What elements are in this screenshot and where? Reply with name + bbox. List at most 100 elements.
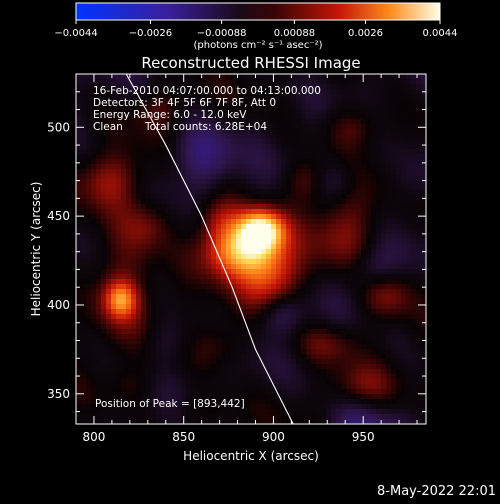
heatmap-cell (371, 244, 376, 249)
heatmap-cell (146, 79, 151, 84)
heatmap-cell (291, 374, 296, 379)
heatmap-cell (321, 319, 326, 324)
heatmap-cell (291, 99, 296, 104)
heatmap-cell (291, 409, 296, 414)
heatmap-cell (246, 164, 251, 169)
heatmap-cell (91, 319, 96, 324)
heatmap-cell (211, 264, 216, 269)
heatmap-cell (226, 154, 231, 159)
heatmap-cell (231, 149, 236, 154)
heatmap-cell (321, 354, 326, 359)
heatmap-cell (296, 139, 301, 144)
heatmap-cell (186, 364, 191, 369)
heatmap-cell (401, 194, 406, 199)
heatmap-cell (166, 339, 171, 344)
heatmap-cell (276, 174, 281, 179)
heatmap-cell (296, 294, 301, 299)
heatmap-cell (291, 399, 296, 404)
heatmap-cell (351, 339, 356, 344)
heatmap-cell (271, 304, 276, 309)
heatmap-cell (411, 404, 416, 409)
heatmap-cell (266, 74, 271, 79)
heatmap-cell (81, 174, 86, 179)
heatmap-cell (166, 374, 171, 379)
heatmap-cell (256, 259, 261, 264)
heatmap-cell (391, 219, 396, 224)
heatmap-cell (91, 144, 96, 149)
heatmap-cell (401, 214, 406, 219)
heatmap-cell (326, 179, 331, 184)
heatmap-cell (181, 314, 186, 319)
heatmap-cell (246, 199, 251, 204)
heatmap-cell (271, 284, 276, 289)
heatmap-cell (276, 314, 281, 319)
heatmap-cell (256, 404, 261, 409)
heatmap-cell (366, 319, 371, 324)
heatmap-cell (296, 124, 301, 129)
heatmap-cell (406, 184, 411, 189)
heatmap-cell (371, 284, 376, 289)
heatmap-cell (216, 209, 221, 214)
heatmap-cell (86, 324, 91, 329)
heatmap-cell (406, 194, 411, 199)
heatmap-cell (101, 149, 106, 154)
heatmap-cell (371, 184, 376, 189)
heatmap-cell (141, 79, 146, 84)
heatmap-cell (241, 174, 246, 179)
heatmap-cell (171, 369, 176, 374)
heatmap-cell (171, 374, 176, 379)
heatmap-cell (321, 224, 326, 229)
heatmap-cell (341, 384, 346, 389)
heatmap-cell (256, 139, 261, 144)
heatmap-cell (156, 319, 161, 324)
heatmap-cell (191, 134, 196, 139)
heatmap-cell (356, 294, 361, 299)
heatmap-cell (81, 219, 86, 224)
heatmap-cell (316, 414, 321, 419)
heatmap-cell (381, 399, 386, 404)
heatmap-cell (386, 364, 391, 369)
heatmap-cell (101, 299, 106, 304)
heatmap-cell (141, 314, 146, 319)
heatmap-cell (151, 274, 156, 279)
heatmap-cell (236, 79, 241, 84)
heatmap-cell (221, 159, 226, 164)
heatmap-cell (406, 249, 411, 254)
heatmap-cell (311, 119, 316, 124)
heatmap-cell (346, 294, 351, 299)
heatmap-cell (321, 254, 326, 259)
heatmap-cell (171, 339, 176, 344)
heatmap-cell (341, 304, 346, 309)
heatmap-cell (76, 84, 81, 89)
heatmap-cell (276, 189, 281, 194)
heatmap-cell (111, 259, 116, 264)
heatmap-cell (341, 229, 346, 234)
heatmap-cell (226, 244, 231, 249)
heatmap-cell (296, 104, 301, 109)
heatmap-cell (261, 274, 266, 279)
heatmap-cell (156, 274, 161, 279)
heatmap-cell (121, 199, 126, 204)
heatmap-cell (346, 284, 351, 289)
heatmap-cell (351, 254, 356, 259)
heatmap-cell (176, 259, 181, 264)
heatmap-cell (376, 129, 381, 134)
heatmap-cell (186, 274, 191, 279)
heatmap-cell (406, 369, 411, 374)
heatmap-cell (191, 294, 196, 299)
heatmap-cell (371, 294, 376, 299)
heatmap-cell (211, 374, 216, 379)
heatmap-cell (386, 359, 391, 364)
heatmap-cell (341, 144, 346, 149)
heatmap-cell (326, 224, 331, 229)
heatmap-cell (206, 324, 211, 329)
heatmap-cell (271, 219, 276, 224)
heatmap-cell (331, 369, 336, 374)
heatmap-cell (366, 324, 371, 329)
heatmap-cell (386, 334, 391, 339)
heatmap-cell (106, 144, 111, 149)
heatmap-cell (136, 209, 141, 214)
heatmap-cell (311, 74, 316, 79)
heatmap-cell (96, 294, 101, 299)
heatmap-cell (336, 334, 341, 339)
